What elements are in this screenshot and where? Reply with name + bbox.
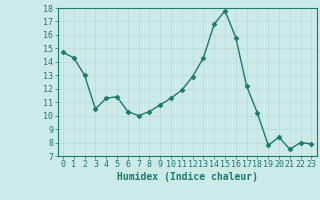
X-axis label: Humidex (Indice chaleur): Humidex (Indice chaleur) xyxy=(117,172,258,182)
